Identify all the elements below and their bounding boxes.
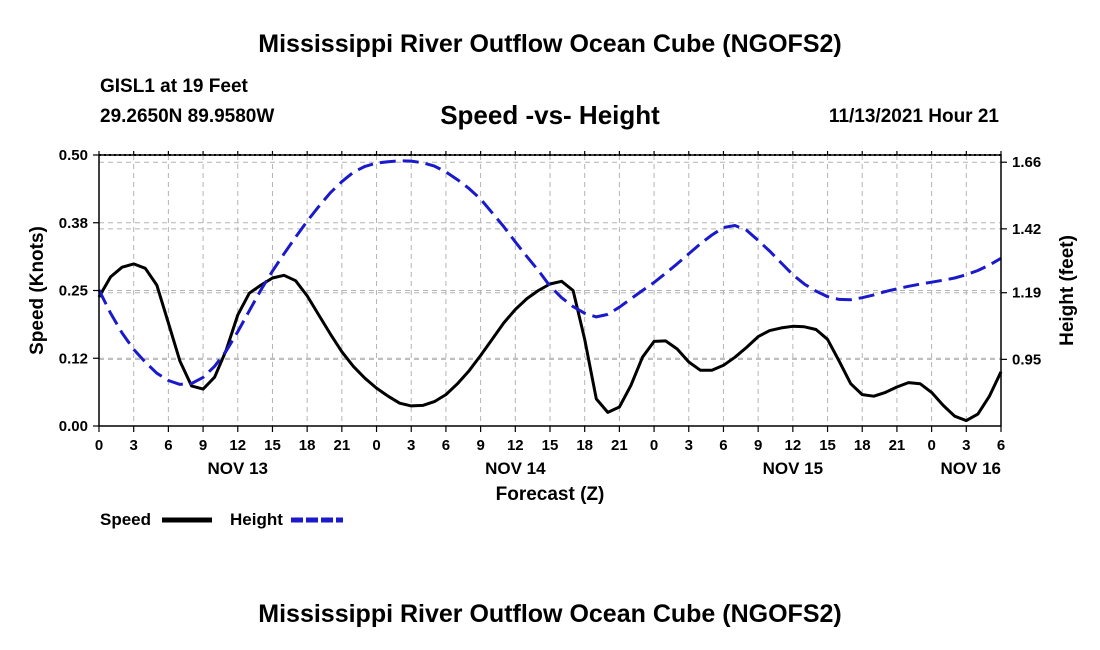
x-tick-label: 0 [372, 437, 380, 454]
x-tick-label: 6 [164, 437, 172, 454]
speed-series-line [97, 262, 1003, 423]
x-tick-label: 3 [962, 437, 970, 454]
series-layer [97, 159, 1003, 423]
x-axis-title: Forecast (Z) [496, 484, 605, 505]
x-tick-label: 18 [299, 437, 316, 454]
y-tick-label: 0.50 [59, 147, 88, 164]
station-coordinates: 29.2650N 89.9580W [100, 106, 275, 127]
x-tick-label: 12 [229, 437, 246, 454]
x-tick-label: 0 [95, 437, 103, 454]
forecast-datetime: 11/13/2021 Hour 21 [828, 106, 999, 127]
y-axis-title: Speed (Knots) [27, 226, 48, 355]
x-tick-label: 6 [442, 437, 450, 454]
x-tick-label: 15 [542, 437, 559, 454]
chart-title: Mississippi River Outflow Ocean Cube (NG… [258, 30, 842, 58]
x-tick-label: 21 [889, 437, 906, 454]
x-tick-label: 12 [785, 437, 802, 454]
x-tick-label: 9 [199, 437, 207, 454]
x-tick-label: 9 [476, 437, 484, 454]
x-tick-label: 0 [650, 437, 658, 454]
x-day-label: NOV 16 [941, 459, 1001, 478]
x-tick-label: 18 [576, 437, 593, 454]
x-tick-label: 12 [507, 437, 524, 454]
y2-axis-title: Height (feet) [1057, 235, 1078, 346]
x-day-label: NOV 13 [208, 459, 268, 478]
x-tick-label: 21 [611, 437, 628, 454]
height-series-line [97, 159, 1002, 386]
y-tick-label: 0.38 [59, 215, 88, 232]
y2-tick-label: 1.66 [1012, 154, 1041, 171]
x-day-label: NOV 14 [485, 459, 546, 478]
y2-tick-label: 1.42 [1012, 221, 1041, 238]
y-tick-label: 0.12 [59, 350, 88, 367]
y-tick-label: 0.00 [59, 418, 88, 435]
x-tick-label: 3 [407, 437, 415, 454]
grid [99, 155, 1001, 426]
footer-title: Mississippi River Outflow Ocean Cube (NG… [258, 600, 842, 628]
x-tick-label: 15 [264, 437, 281, 454]
x-tick-label: 15 [819, 437, 836, 454]
x-tick-label: 6 [997, 437, 1005, 454]
axes: 0 3 6 9 12 15 18 21 0 3 6 9 12 15 18 21 0 3 6 9 12 15 18 21 0 3 6 0… [27, 147, 1078, 505]
station-label: GISL1 at 19 Feet [100, 76, 248, 97]
x-day-label: NOV 15 [763, 459, 823, 478]
legend-speed-label: Speed [100, 510, 152, 529]
x-tick-label: 6 [719, 437, 727, 454]
x-tick-label: 3 [685, 437, 693, 454]
chart-subtitle: Speed -vs- Height [440, 100, 660, 130]
y-tick-label: 0.25 [59, 283, 88, 300]
legend-height-label: Height [230, 510, 283, 529]
x-tick-label: 21 [334, 437, 351, 454]
x-tick-label: 0 [927, 437, 935, 454]
x-tick-label: 3 [130, 437, 138, 454]
y2-tick-label: 1.19 [1012, 285, 1041, 302]
x-tick-label: 9 [754, 437, 762, 454]
y2-tick-label: 0.95 [1012, 351, 1041, 368]
speed-height-chart: 0 3 6 9 12 15 18 21 0 3 6 9 12 15 18 21 0 3 6 9 12 15 18 21 0 3 6 0… [27, 147, 1078, 523]
x-tick-label: 18 [854, 437, 871, 454]
